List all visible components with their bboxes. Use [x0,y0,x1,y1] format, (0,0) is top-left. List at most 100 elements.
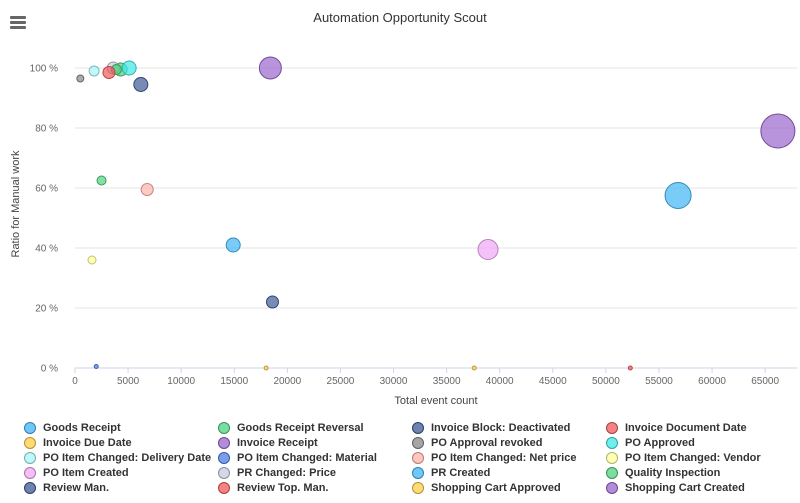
x-tick-label: 45000 [539,376,567,387]
legend-item[interactable]: Shopping Cart Created [606,480,800,495]
y-tick-label: 20 % [35,304,58,315]
legend-label: Quality Inspection [625,466,721,479]
legend-label: PR Created [431,466,491,479]
data-point[interactable]: Review Top. Man. [102,66,116,79]
data-point[interactable]: Invoice Block: Deactivated [133,77,149,92]
legend-item[interactable]: Review Man. [24,480,218,495]
legend-marker-icon [218,481,230,494]
legend-item[interactable]: PO Item Changed: Net price [412,450,606,465]
data-point[interactable]: PO Item Changed: Delivery Date [88,65,100,77]
legend-marker-icon [218,466,230,479]
legend-marker-icon [606,421,618,434]
legend-label: PO Approved [625,436,695,449]
y-tick-label: 40 % [35,244,58,255]
x-tick-label: 30000 [380,376,408,387]
legend-item[interactable]: PO Approved [606,435,800,450]
data-point[interactable]: Invoice Block: Deactivated [265,295,279,309]
legend-item[interactable]: PR Changed: Price [218,465,412,480]
x-tick-label: 50000 [592,376,620,387]
legend-marker-icon [24,436,36,449]
legend-label: Invoice Receipt [237,436,318,449]
legend-item[interactable]: Shopping Cart Approved [412,480,606,495]
x-tick-label: 10000 [167,376,195,387]
legend-label: Invoice Document Date [625,421,747,434]
x-tick-label: 25000 [327,376,355,387]
legend-item[interactable]: PO Approval revoked [412,435,606,450]
data-point[interactable]: Invoice Document Date [627,365,633,371]
legend-item[interactable]: PO Item Changed: Vendor [606,450,800,465]
legend-item[interactable]: Goods Receipt Reversal [218,420,412,435]
x-tick-label: 35000 [433,376,461,387]
legend-label: Shopping Cart Created [625,481,745,494]
legend-marker-icon [412,466,424,479]
grid-layer [75,67,797,369]
legend-item[interactable]: PO Item Changed: Material [218,450,412,465]
legend-label: Invoice Block: Deactivated [431,421,571,434]
legend: Goods Receipt Goods Receipt Reversal Invoi… [24,420,800,495]
data-point[interactable]: Shopping Cart Approved [471,365,477,371]
legend-item[interactable]: Invoice Block: Deactivated [412,420,606,435]
legend-marker-icon [412,481,424,494]
data-point[interactable]: PR Created [664,182,692,209]
data-point[interactable]: PO Item Changed: Vendor [87,255,97,265]
legend-marker-icon [412,436,424,449]
data-point[interactable]: Shopping Cart Created [760,113,796,149]
x-tick-label: 0 [72,376,78,387]
x-tick-label: 5000 [117,376,140,387]
legend-label: PO Item Changed: Delivery Date [43,451,212,464]
legend-marker-icon [24,421,36,434]
data-point[interactable]: PO Approval revoked [76,74,85,83]
x-tick-label: 65000 [751,376,779,387]
hamburger-menu-icon[interactable] [10,16,26,30]
y-tick-label: 60 % [35,184,58,195]
legend-label: PO Approval revoked [431,436,543,449]
data-point[interactable]: Invoice Due Date [263,365,269,371]
legend-marker-icon [218,436,230,449]
x-tick-label: 60000 [698,376,726,387]
legend-marker-icon [24,451,36,464]
legend-label: PR Changed: Price [237,466,337,479]
data-point[interactable]: PO Item Created [477,239,499,260]
data-point[interactable]: Invoice Receipt [258,56,282,80]
legend-marker-icon [218,451,230,464]
x-tick-label: 55000 [645,376,673,387]
axis-layer: 0 % 20 % 40 % 60 % 80 % 100 % 0 5000 10000 15000 2… [30,64,797,387]
menu-bar [10,16,26,19]
legend-item[interactable]: Goods Receipt [24,420,218,435]
legend-marker-icon [24,466,36,479]
data-point[interactable]: Goods Receipt [225,237,241,253]
legend-label: Review Top. Man. [237,481,329,494]
legend-item[interactable]: PR Created [412,465,606,480]
legend-marker-icon [24,481,36,494]
legend-item[interactable]: Invoice Due Date [24,435,218,450]
legend-label: Shopping Cart Approved [431,481,561,494]
legend-label: Goods Receipt [43,421,121,434]
menu-bar [10,21,26,24]
data-point[interactable]: PO Item Changed: Net price [140,183,154,196]
legend-item[interactable]: PO Item Changed: Delivery Date [24,450,218,465]
x-tick-label: 40000 [486,376,514,387]
data-point[interactable]: PO Approved [121,60,137,76]
legend-marker-icon [412,451,424,464]
legend-label: PO Item Changed: Net price [431,451,577,464]
y-tick-label: 80 % [35,124,58,135]
legend-marker-icon [606,481,618,494]
legend-item[interactable]: Invoice Receipt [218,435,412,450]
y-tick-label: 0 % [41,364,58,375]
x-axis-title: Total event count [394,395,477,407]
y-axis-title: Ratio for Manual work [10,150,22,257]
y-tick-label: 100 % [30,64,58,75]
data-point[interactable]: PO Item Changed: Material [93,364,99,369]
legend-marker-icon [606,436,618,449]
data-point[interactable]: Goods Receipt Reversal [96,175,107,186]
legend-item[interactable]: Invoice Document Date [606,420,800,435]
scatter-plot: 0 % 20 % 40 % 60 % 80 % 100 % 0 5000 10000 15000 2… [10,56,797,407]
legend-label: PO Item Changed: Vendor [625,451,761,464]
legend-item[interactable]: PO Item Created [24,465,218,480]
legend-item[interactable]: Quality Inspection [606,465,800,480]
chart-title: Automation Opportunity Scout [313,10,487,25]
legend-item[interactable]: Review Top. Man. [218,480,412,495]
legend-label: Goods Receipt Reversal [237,421,364,434]
legend-label: Review Man. [43,481,110,494]
